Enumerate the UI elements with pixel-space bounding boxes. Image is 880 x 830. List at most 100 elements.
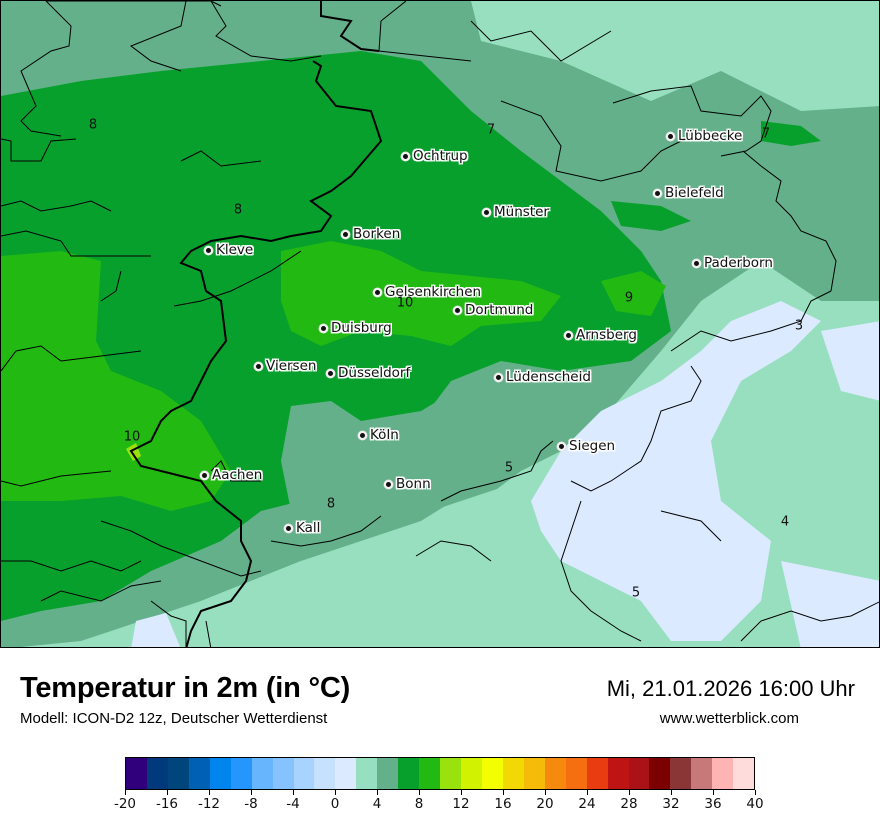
city-marker: Lüdenscheid xyxy=(494,369,591,385)
city-label: Münster xyxy=(494,204,549,220)
colorbar-tick-label: -8 xyxy=(244,796,258,812)
city-label: Kleve xyxy=(216,242,254,258)
colorbar-segment xyxy=(230,758,252,789)
city-label: Bonn xyxy=(396,476,431,492)
colorbar-tick xyxy=(251,790,252,795)
city-label: Paderborn xyxy=(704,255,773,271)
city-label: Dortmund xyxy=(465,302,534,318)
city-marker: Düsseldorf xyxy=(326,365,410,381)
colorbar-segment xyxy=(398,758,420,789)
city-label: Borken xyxy=(353,226,401,242)
colorbar-ticks: -20 -16 -12 -8 -4 0 4 8 12 16 20 24 28 32 36 40 xyxy=(114,790,764,820)
colorbar-segment xyxy=(272,758,294,789)
city-marker: Paderborn xyxy=(692,255,773,271)
isoline-label: 8 xyxy=(233,202,243,218)
city-marker: Lübbecke xyxy=(666,128,742,144)
isoline-label: 10 xyxy=(123,429,141,445)
isoline-label: 8 xyxy=(88,117,98,133)
website-link[interactable]: www.wetterblick.com xyxy=(659,710,799,727)
city-label: Lübbecke xyxy=(678,128,743,144)
colorbar-segment xyxy=(335,758,357,789)
colorbar-tick xyxy=(167,790,168,795)
city-dot-icon xyxy=(401,151,410,161)
city-label: Gelsenkirchen xyxy=(385,284,482,300)
colorbar-tick-label: 12 xyxy=(452,796,470,812)
city-marker: Siegen xyxy=(557,438,615,454)
isoline-label: 9 xyxy=(624,290,634,306)
city-marker: Duisburg xyxy=(319,320,392,336)
city-marker: Borken xyxy=(341,226,400,242)
city-dot-icon xyxy=(373,287,382,297)
colorbar-tick-label: 16 xyxy=(494,796,512,812)
city-marker: Münster xyxy=(482,204,549,220)
colorbar-tick-label: 36 xyxy=(704,796,722,812)
colorbar-tick-label: -4 xyxy=(286,796,300,812)
city-label: Arnsberg xyxy=(576,327,637,343)
colorbar-segment xyxy=(251,758,273,789)
colorbar-segment xyxy=(607,758,629,789)
colorbar-segment xyxy=(523,758,545,789)
colorbar-tick xyxy=(125,790,126,795)
valid-datetime: Mi, 21.01.2026 16:00 Uhr xyxy=(606,676,855,701)
colorbar-segment xyxy=(188,758,210,789)
colorbar-tick xyxy=(377,790,378,795)
colorbar-tick-label: 32 xyxy=(662,796,680,812)
colorbar-segment xyxy=(167,758,189,789)
city-dot-icon xyxy=(384,479,393,489)
city-marker: Dortmund xyxy=(453,302,533,318)
city-dot-icon xyxy=(653,188,662,198)
city-marker: Kleve xyxy=(204,242,253,258)
colorbar-segment xyxy=(691,758,713,789)
city-marker: Kall xyxy=(284,520,320,536)
colorbar-segment xyxy=(733,758,755,789)
city-marker: Köln xyxy=(358,427,399,443)
colorbar-segment xyxy=(649,758,671,789)
colorbar-tick xyxy=(545,790,546,795)
city-marker: Aachen xyxy=(200,467,262,483)
isoline-label: 3 xyxy=(794,318,804,334)
city-marker: Ochtrup xyxy=(401,148,468,164)
colorbar-tick xyxy=(713,790,714,795)
city-dot-icon xyxy=(453,305,462,315)
city-label: Düsseldorf xyxy=(338,365,411,381)
isoline-label: 5 xyxy=(631,585,641,601)
colorbar-segment xyxy=(209,758,231,789)
colorbar-segment xyxy=(628,758,650,789)
colorbar-tick xyxy=(587,790,588,795)
city-dot-icon xyxy=(564,330,573,340)
city-dot-icon xyxy=(254,361,263,371)
colorbar-tick-label: 0 xyxy=(330,796,340,812)
city-marker: Gelsenkirchen xyxy=(373,284,481,300)
chart-title: Temperatur in 2m (in °C) xyxy=(20,672,351,704)
colorbar-tick xyxy=(419,790,420,795)
isoline-label: 5 xyxy=(504,460,514,476)
colorbar-tick-label: 24 xyxy=(578,796,596,812)
city-dot-icon xyxy=(358,430,367,440)
colorbar-tick-label: 20 xyxy=(536,796,554,812)
colorbar-segment xyxy=(356,758,378,789)
city-label: Siegen xyxy=(569,438,616,454)
city-dot-icon xyxy=(284,523,293,533)
colorbar-tick-label: -16 xyxy=(155,796,179,812)
colorbar-tick xyxy=(503,790,504,795)
colorbar-segment xyxy=(565,758,587,789)
colorbar-tick xyxy=(671,790,672,795)
city-dot-icon xyxy=(494,372,503,382)
colorbar-tick-label: -12 xyxy=(197,796,221,812)
colorbar-segment xyxy=(544,758,566,789)
isoline-label: 4 xyxy=(780,514,790,530)
colorbar-segment xyxy=(293,758,315,789)
city-marker: Viersen xyxy=(254,358,316,374)
colorbar-segment xyxy=(314,758,336,789)
colorbar-tick xyxy=(629,790,630,795)
city-label: Aachen xyxy=(212,467,263,483)
isoline-label: 7 xyxy=(486,122,496,138)
isoline-label: 7 xyxy=(761,126,771,142)
city-dot-icon xyxy=(204,245,213,255)
city-label: Ochtrup xyxy=(413,148,468,164)
colorbar-segment xyxy=(126,758,147,789)
model-subtitle: Modell: ICON-D2 12z, Deutscher Wetterdie… xyxy=(20,710,328,727)
city-dot-icon xyxy=(482,207,491,217)
city-label: Bielefeld xyxy=(665,185,724,201)
colorbar-segment xyxy=(377,758,399,789)
